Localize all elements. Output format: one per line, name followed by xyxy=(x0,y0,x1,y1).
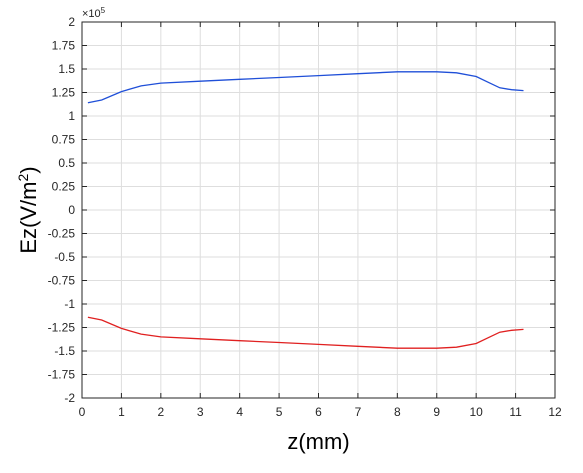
y-tick-label: -0.75 xyxy=(48,274,76,288)
series-line-2 xyxy=(87,316,524,349)
x-tick-label: 3 xyxy=(197,405,204,419)
y-tick-label: 0.5 xyxy=(58,156,75,170)
x-tick-label: 6 xyxy=(315,405,322,419)
y-tick-label: 0.75 xyxy=(52,133,76,147)
x-tick-label: 11 xyxy=(509,405,522,419)
y-tick-label: -1 xyxy=(64,297,75,311)
y-axis-exponent: ×105 xyxy=(82,6,106,21)
y-tick-label: -2 xyxy=(64,391,75,405)
y-tick-label: -1.25 xyxy=(48,321,76,335)
x-axis-label: z(mm) xyxy=(287,429,349,454)
x-tick-label: 7 xyxy=(355,405,362,419)
y-tick-label: 1.75 xyxy=(52,39,76,53)
x-tick-label: 2 xyxy=(157,405,164,419)
x-tick-label: 0 xyxy=(79,405,86,419)
y-tick-label: 0 xyxy=(68,203,75,217)
grid-layer xyxy=(81,21,556,399)
y-tick-label: 1.25 xyxy=(52,86,76,100)
y-tick-label: 0.25 xyxy=(52,180,76,194)
x-tick-label: 1 xyxy=(118,405,125,419)
x-tick-label: 4 xyxy=(236,405,243,419)
y-axis-label: Ez(V/m2) xyxy=(15,166,41,253)
series-layer xyxy=(87,71,524,349)
y-tick-label: 1.5 xyxy=(58,62,75,76)
x-tick-label: 12 xyxy=(548,405,562,419)
x-tick-label: 10 xyxy=(469,405,483,419)
x-tick-label: 9 xyxy=(433,405,440,419)
series-line-1 xyxy=(87,71,524,104)
x-tick-label: 5 xyxy=(276,405,283,419)
y-tick-label: 2 xyxy=(68,15,75,29)
y-tick-label: -0.25 xyxy=(48,227,76,241)
y-tick-label: -0.5 xyxy=(54,250,75,264)
y-tick-label: -1.5 xyxy=(54,344,75,358)
x-axis-ticks: 0 1 2 3 4 5 6 7 8 9 10 11 12 xyxy=(79,22,562,419)
y-tick-label: -1.75 xyxy=(48,368,76,382)
y-axis-ticks: 2 1.75 1.5 1.25 1 0.75 0.5 0.25 0 -0.25 -0.5 -0.75 -… xyxy=(48,15,555,405)
x-tick-label: 8 xyxy=(394,405,401,419)
y-tick-label: 1 xyxy=(68,109,75,123)
